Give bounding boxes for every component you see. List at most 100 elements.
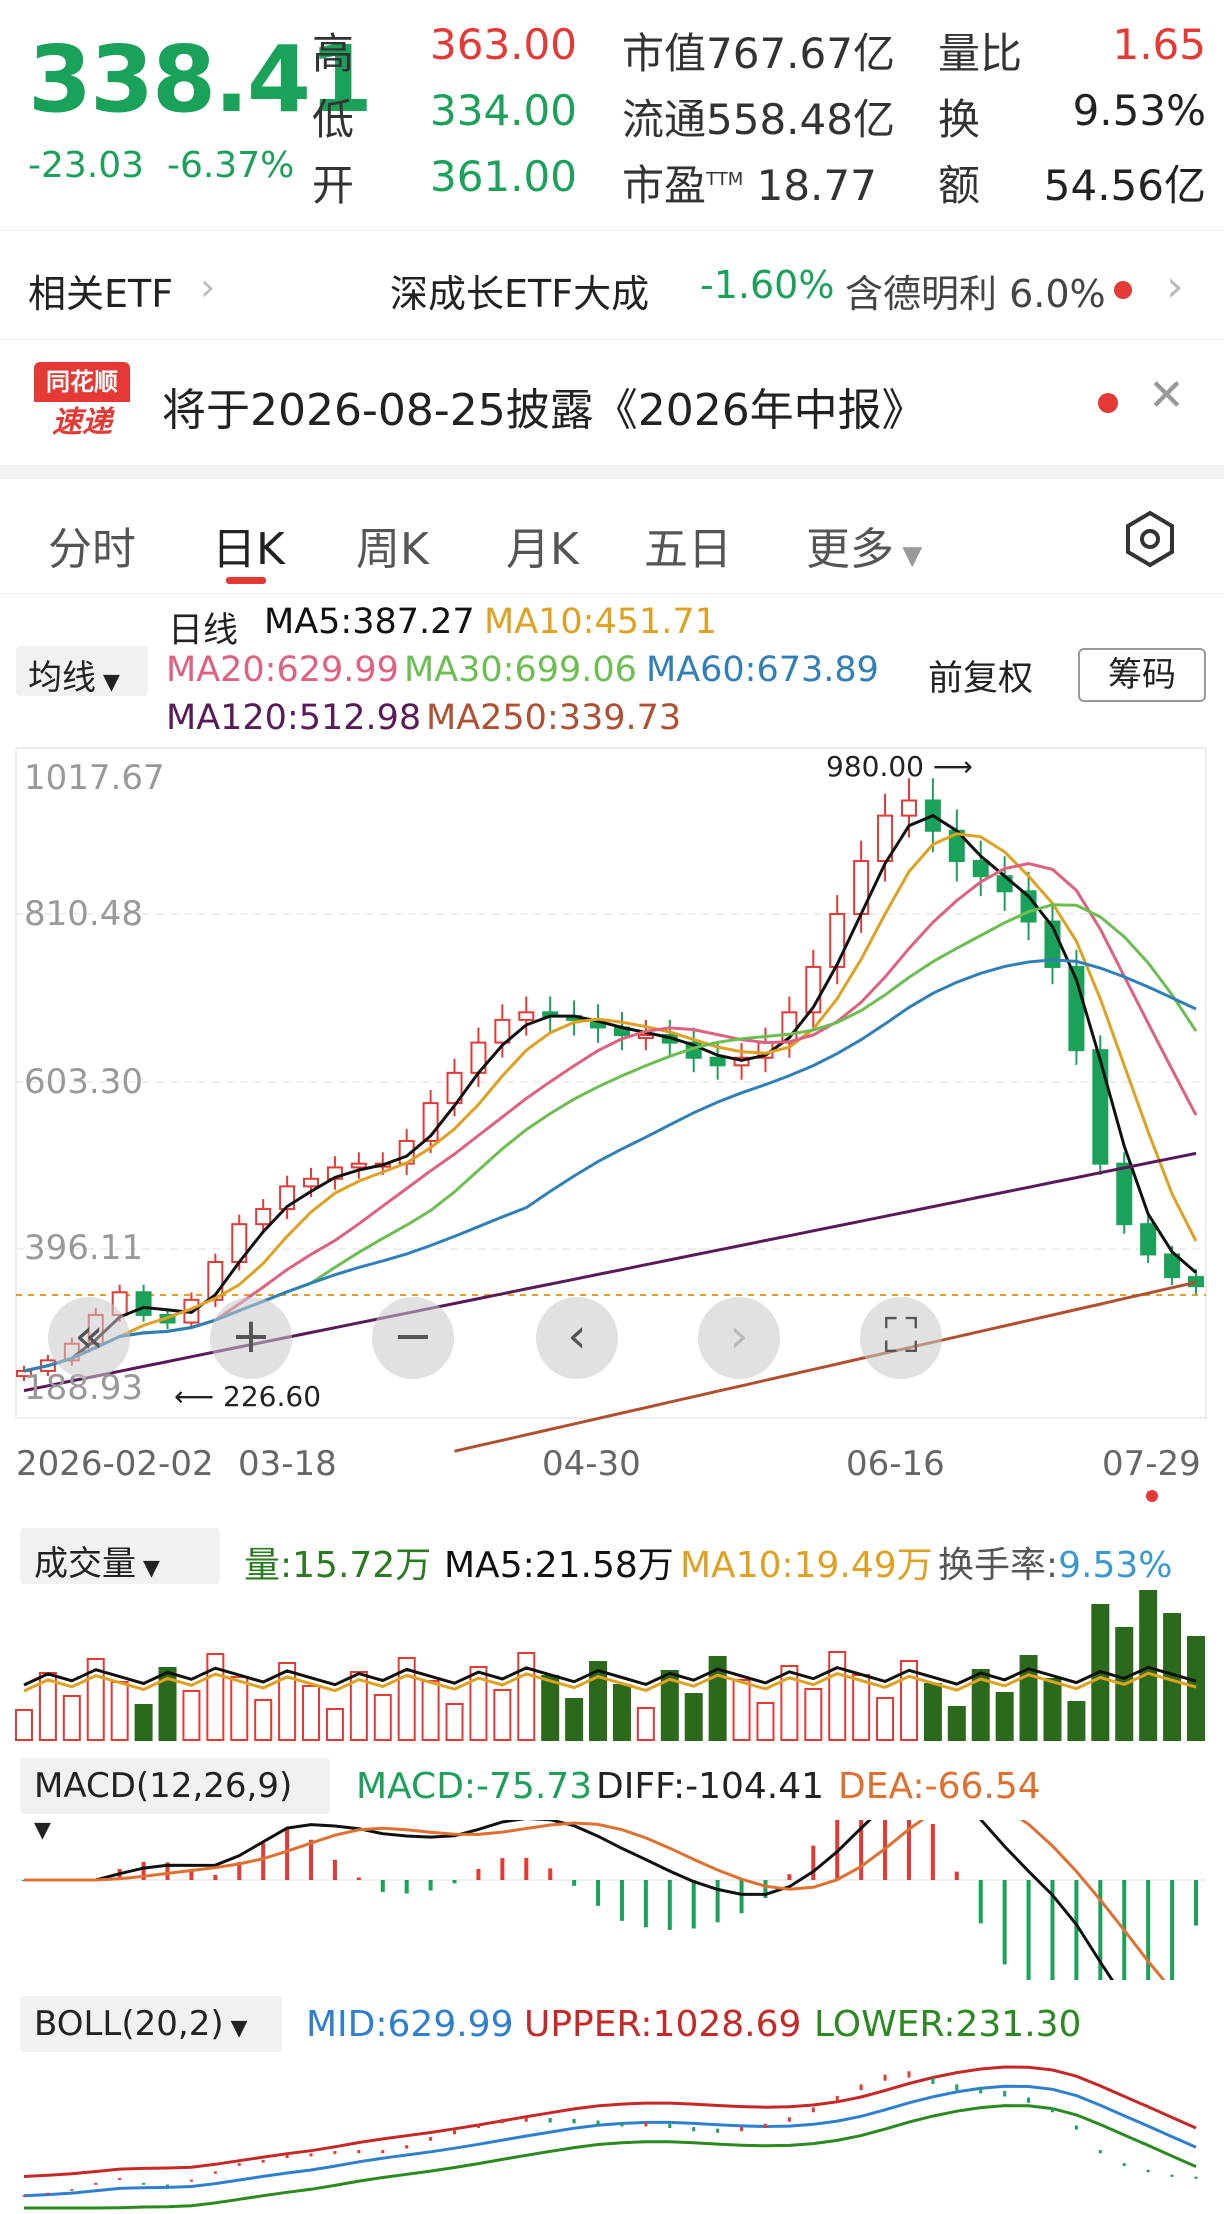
quote-header: 338.41 -23.03 -6.37% 高 363.00 市值767.67亿 … <box>0 0 1224 230</box>
volume-bar <box>182 1690 201 1741</box>
volume-bar <box>86 1658 105 1741</box>
ma-line-label: 日线 <box>168 611 239 651</box>
volume-bar <box>780 1665 799 1741</box>
volume-svg <box>15 1590 1205 1741</box>
adjust-mode[interactable]: 前复权 <box>928 659 1034 699</box>
volume-bar <box>517 1652 536 1741</box>
dea-value: DEA:-66.54 <box>838 1766 1041 1807</box>
related-etf-row[interactable]: 相关ETF › 深成长ETF大成 -1.60% 含德明利 6.0% › <box>0 230 1224 340</box>
float-cap-value: 558.48亿 <box>706 95 895 144</box>
candle-body <box>1092 1049 1109 1165</box>
notice-text: 将于2026-08-25披露《2026年中报》 <box>162 385 926 436</box>
boll-selector[interactable]: BOLL(20,2) ▼ <box>20 1996 282 2052</box>
candle-body <box>1188 1276 1204 1288</box>
macd-chart[interactable] <box>0 1784 1224 2042</box>
macd-bar <box>428 1880 433 1891</box>
macd-bar <box>1074 1880 1079 1996</box>
macd-bar <box>476 1869 481 1880</box>
macd-bar <box>978 1880 983 1924</box>
tab-five-day[interactable]: 五日 <box>644 524 732 575</box>
volume-selector[interactable]: 成交量 ▼ <box>20 1528 220 1584</box>
pe-ttm-sup: TTM <box>706 169 744 190</box>
ma250-value: MA250:339.73 <box>426 698 682 738</box>
diff-line <box>24 1784 1197 2042</box>
low-label: 低 <box>312 95 355 144</box>
turnover-label: 换 <box>938 95 981 144</box>
volume-selector-label: 成交量 <box>34 1544 136 1584</box>
macd-bar <box>189 1868 194 1880</box>
ma-selector[interactable]: 均线 ▼ <box>16 646 148 698</box>
y-label: 603.30 <box>24 1062 143 1102</box>
candle-body <box>350 1162 367 1169</box>
active-tab-indicator <box>226 577 266 584</box>
tab-more[interactable]: 更多 ▼ <box>806 513 922 577</box>
volume-bar <box>230 1676 249 1741</box>
fullscreen-icon[interactable]: ⛶ <box>860 1297 942 1379</box>
chips-button[interactable]: 筹码 <box>1078 648 1206 702</box>
tab-fenshi[interactable]: 分时 <box>48 524 136 575</box>
open-value: 361.00 <box>430 152 577 201</box>
ma30-line <box>23 903 1198 1373</box>
volume-header: 成交量 ▼ 量:15.72万 MA5:21.58万 MA10:19.49万 换手… <box>0 1520 1224 1590</box>
boll-mid-line <box>23 2084 1197 2198</box>
tab-daily-k[interactable]: 日K <box>212 524 285 575</box>
market-cap-value: 767.67亿 <box>706 29 895 78</box>
volume-bar <box>589 1661 608 1741</box>
turnover-value: 9.53% <box>1072 86 1206 135</box>
high-marker-value: 980.00 <box>826 750 924 783</box>
settings-hexagon-icon[interactable] <box>1120 509 1180 573</box>
x-label: 06-16 <box>846 1444 945 1484</box>
boll-chart[interactable] <box>0 2058 1224 2210</box>
macd-bar <box>380 1880 385 1892</box>
macd-bar <box>859 1796 864 1880</box>
macd-bar <box>572 1880 577 1886</box>
price-change: -23.03 -6.37% <box>28 145 294 186</box>
macd-header: MACD(12,26,9) ▼ MACD:-75.73 DIFF:-104.41… <box>0 1750 1224 1843</box>
volume-bar <box>923 1683 942 1741</box>
ma-selector-label: 均线 <box>28 658 96 698</box>
etf-name[interactable]: 深成长ETF大成 <box>390 272 650 316</box>
macd-bar <box>691 1880 696 1929</box>
chevron-right-icon[interactable]: › <box>698 1297 780 1379</box>
volume-bar <box>565 1698 584 1741</box>
x-label: 04-30 <box>542 1444 641 1484</box>
volume-bar <box>110 1681 129 1741</box>
turnover-rate: 换手率:9.53% <box>938 1536 1173 1588</box>
turnover-rate-label: 换手率: <box>938 1545 1059 1586</box>
etf-holding: 含德明利 6.0% <box>845 272 1106 316</box>
x-label: 07-29 <box>1102 1444 1201 1484</box>
chevron-right-icon: › <box>200 265 216 309</box>
volume-bar <box>876 1697 895 1741</box>
volume-bar <box>852 1674 871 1741</box>
macd-bar <box>667 1880 672 1930</box>
kline-chart[interactable]: 1017.67 810.48 603.30 396.11 188.93 980.… <box>0 744 1224 1519</box>
macd-bar <box>452 1880 457 1884</box>
volume-bar <box>15 1709 33 1741</box>
zoom-out-icon[interactable]: − <box>372 1297 454 1379</box>
logo-top: 同花顺 <box>34 362 130 402</box>
chevron-left-icon[interactable]: ‹ <box>536 1297 618 1379</box>
current-price: 338.41 <box>28 26 373 133</box>
divider <box>0 465 1224 479</box>
macd-selector[interactable]: MACD(12,26,9) ▼ <box>20 1758 330 1843</box>
candle-body <box>900 799 917 817</box>
volume-chart[interactable] <box>0 1590 1224 1745</box>
ma10-line <box>23 832 1198 1373</box>
close-icon[interactable]: ✕ <box>1148 370 1185 421</box>
float-cap-label: 流通 <box>622 95 707 144</box>
tab-weekly-k[interactable]: 周K <box>356 524 429 575</box>
boll-mid: MID:629.99 <box>306 2004 514 2045</box>
double-left-icon[interactable]: « <box>48 1297 130 1379</box>
macd-bar <box>906 1792 911 1880</box>
volume-bar <box>349 1671 368 1741</box>
amount-label: 额 <box>938 161 981 210</box>
boll-lower-line <box>24 2104 1197 2210</box>
zoom-in-icon[interactable]: + <box>210 1297 292 1379</box>
notice-banner[interactable]: 同花顺 速递 将于2026-08-25披露《2026年中报》 ✕ <box>0 340 1224 465</box>
y-label: 396.11 <box>24 1228 143 1268</box>
macd-bar <box>763 1880 768 1898</box>
chevron-right-icon[interactable]: › <box>1166 261 1184 312</box>
tab-monthly-k[interactable]: 月K <box>506 524 579 575</box>
y-label: 1017.67 <box>24 758 165 798</box>
y-label: 810.48 <box>24 894 143 934</box>
